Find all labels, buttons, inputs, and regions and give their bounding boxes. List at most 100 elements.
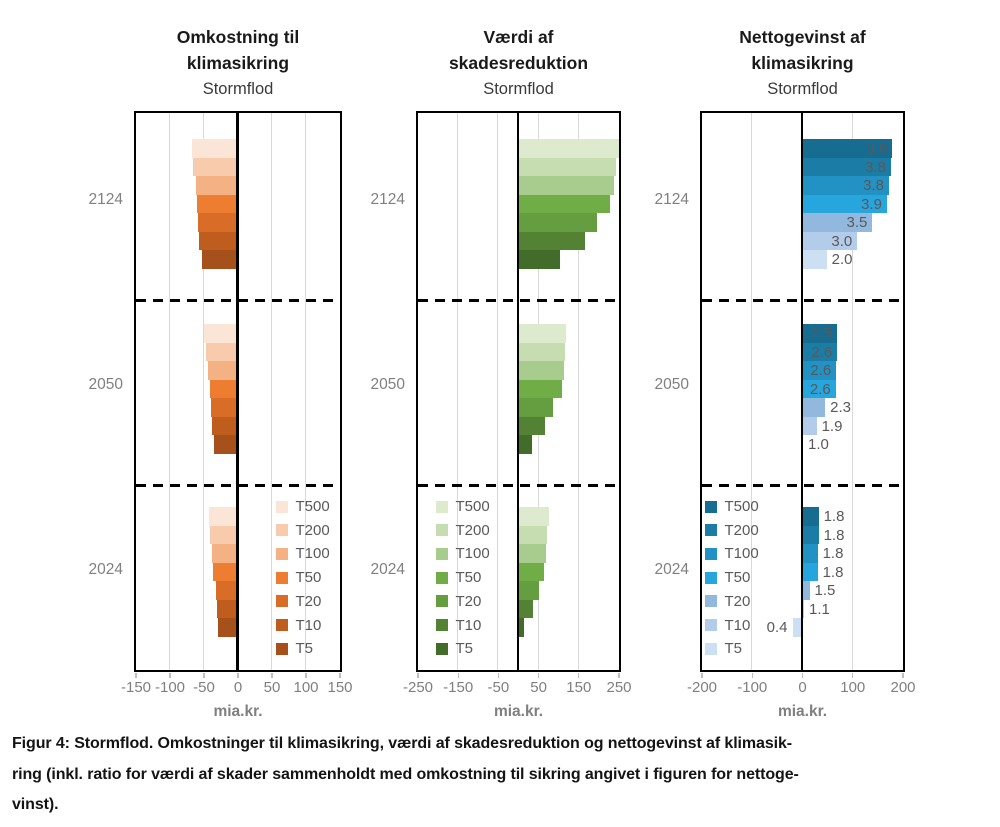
legend-item: T10 — [435, 613, 482, 637]
bar-2124-T20 — [518, 213, 598, 232]
bar-2024-T5 — [218, 618, 238, 637]
x-tick-label: 100 — [293, 679, 319, 696]
bar-2050-T50 — [209, 379, 238, 399]
zero-line — [800, 112, 804, 670]
year-label-2024: 2024 — [370, 561, 405, 578]
chart-title: Nettogevinst af — [739, 27, 866, 47]
legend-label: T500 — [455, 498, 490, 515]
year-label-2124: 2124 — [88, 191, 123, 208]
bar-2024-T200 — [210, 525, 238, 545]
year-label-2024: 2024 — [654, 561, 689, 578]
bar-2050-T200 — [802, 342, 838, 362]
bar-2124-T200 — [802, 157, 891, 177]
bar-2124-T20 — [198, 213, 238, 232]
x-tick-label: -50 — [487, 679, 510, 696]
bar-2124-T50 — [802, 194, 887, 214]
x-tick-mark — [852, 672, 854, 678]
zero-line — [516, 112, 520, 670]
legend-item: T200 — [275, 518, 330, 542]
group-separator — [135, 298, 340, 302]
gridline — [457, 112, 459, 670]
bar-2050-T20 — [210, 398, 238, 417]
bar-value-label: 2.6 — [811, 343, 833, 361]
figure-caption-line: vinst). — [12, 796, 59, 813]
legend-swatch — [435, 547, 448, 560]
legend-item: T20 — [275, 589, 322, 613]
chart-title: klimasikring — [751, 53, 854, 73]
bar-value-label: 1.8 — [822, 545, 844, 563]
chart-subtitle: Stormflod — [767, 80, 838, 98]
bar-2024-T50 — [518, 562, 544, 582]
legend-label: T100 — [295, 545, 330, 563]
bar-value-label: 3.9 — [861, 195, 882, 213]
legend-label: T500 — [295, 498, 330, 515]
x-tick-label: -100 — [154, 679, 186, 696]
legend-swatch — [704, 547, 717, 560]
gridline — [168, 112, 171, 670]
legend-swatch — [704, 524, 717, 537]
legend-item: T5 — [435, 637, 473, 661]
bar-value-label: 3.8 — [865, 158, 886, 176]
x-axis-unit: mia.kr. — [493, 703, 544, 720]
bar-2024-T100 — [518, 544, 547, 563]
legend-item: T5 — [275, 637, 313, 661]
legend-label: T200 — [295, 521, 330, 539]
x-tick-label: 200 — [890, 679, 916, 696]
bar-2050-T20 — [802, 398, 826, 417]
bar-2024-T50 — [213, 562, 238, 582]
legend-item: T200 — [435, 518, 490, 542]
legend-item: T20 — [435, 589, 481, 613]
bar-2124-T50 — [518, 194, 611, 214]
bar-2024-T500 — [208, 507, 238, 526]
legend-swatch — [275, 547, 288, 560]
bar-2124-T5 — [518, 250, 560, 269]
year-label-2050: 2050 — [654, 376, 689, 393]
figure-caption-line: ring (inkl. ratio for værdi af skader sa… — [12, 765, 799, 783]
x-tick-label: -150 — [120, 679, 152, 696]
group-separator — [135, 483, 340, 487]
bar-2050-T500 — [802, 324, 838, 343]
legend-swatch — [435, 500, 448, 513]
bar-2124-T100 — [802, 176, 889, 195]
legend-swatch — [704, 500, 717, 513]
bar-2024-T10 — [217, 599, 238, 619]
legend-swatch — [435, 642, 448, 655]
legend-label: T20 — [295, 592, 322, 610]
x-tick-label: 150 — [566, 679, 592, 696]
year-label-2124: 2124 — [370, 191, 405, 208]
bar-2050-T20 — [518, 398, 554, 417]
bar-2050-T10 — [802, 416, 817, 436]
bar-value-label: 2.5 — [811, 325, 833, 342]
x-tick-label: 0 — [798, 679, 807, 696]
bar-2024-T20 — [802, 581, 810, 600]
legend-item: T50 — [435, 566, 482, 590]
bar-2124-T50 — [197, 194, 238, 214]
bar-2024-T200 — [802, 525, 819, 545]
gridline — [851, 112, 853, 670]
bar-value-label: 1.5 — [814, 582, 836, 600]
bar-value-label: 1.8 — [823, 526, 845, 544]
bar-2050-T10 — [212, 416, 238, 436]
x-tick-mark — [457, 672, 459, 678]
bar-2024-T5 — [793, 618, 802, 637]
legend-swatch — [275, 619, 288, 631]
legend-label: T10 — [455, 616, 482, 634]
legend-swatch — [704, 571, 717, 584]
x-tick-label: -100 — [737, 679, 768, 696]
gridline — [270, 112, 273, 670]
x-tick-label: -50 — [193, 679, 215, 696]
x-tick-label: 250 — [606, 679, 632, 696]
bar-value-label: 1.8 — [823, 508, 845, 525]
legend-item: T500 — [704, 495, 759, 519]
bar-2124-T100 — [518, 176, 614, 195]
x-tick-mark — [538, 672, 540, 678]
bar-value-label: 1.0 — [808, 436, 829, 454]
legend-label: T100 — [455, 545, 490, 563]
chart-title: skadesreduktion — [448, 53, 589, 73]
legend-item: T100 — [435, 542, 490, 566]
legend-swatch — [275, 571, 288, 584]
plot-area: T500 T200 T100 T50 T20 T10 T5 — [415, 110, 621, 672]
legend-label: T50 — [455, 569, 482, 587]
bar-2024-T500 — [802, 507, 819, 526]
x-tick-label: 50 — [263, 679, 281, 696]
